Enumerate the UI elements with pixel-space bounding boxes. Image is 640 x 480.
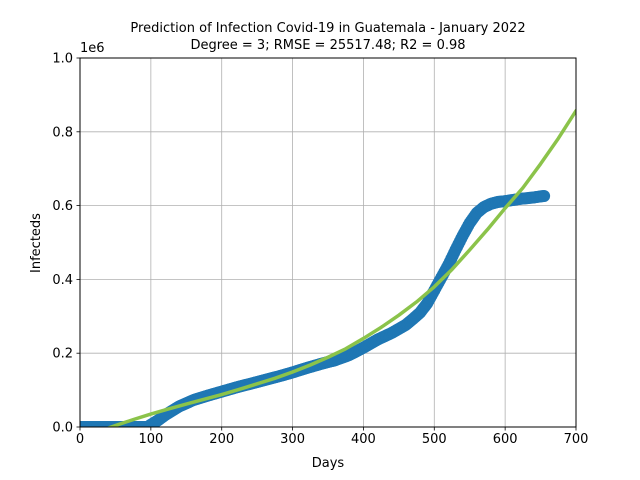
y-offset-label: 1e6	[80, 41, 105, 56]
chart-title-line2: Degree = 3; RMSE = 25517.48; R2 = 0.98	[190, 38, 465, 53]
x-tick-label: 700	[564, 432, 589, 447]
x-tick-label: 300	[280, 432, 305, 447]
axis-ticks: 0 100 200 300 400 500 600 700 0.0 0.2 0.4 0.6 0.8 1.0	[52, 52, 588, 448]
y-axis-label: Infecteds	[29, 213, 44, 273]
chart-title-line1: Prediction of Infection Covid-19 in Guat…	[130, 21, 525, 36]
fit-line	[106, 109, 576, 427]
x-axis-label: Days	[312, 456, 345, 471]
y-tick-label: 0.4	[52, 273, 73, 288]
y-tick-label: 0.6	[52, 199, 73, 214]
x-tick-label: 400	[351, 432, 376, 447]
x-tick-label: 600	[493, 432, 518, 447]
fit-line-series	[106, 109, 576, 427]
plot-frame	[79, 57, 577, 428]
y-tick-label: 0.2	[52, 347, 73, 362]
x-tick-label: 200	[209, 432, 234, 447]
y-tick-label: 0.0	[52, 421, 73, 436]
y-tick-label: 1.0	[52, 52, 73, 67]
y-tick-label: 0.8	[52, 125, 73, 140]
x-tick-label: 500	[422, 432, 447, 447]
x-tick-label: 100	[138, 432, 163, 447]
data-point	[538, 190, 551, 203]
x-tick-label: 0	[76, 432, 84, 447]
